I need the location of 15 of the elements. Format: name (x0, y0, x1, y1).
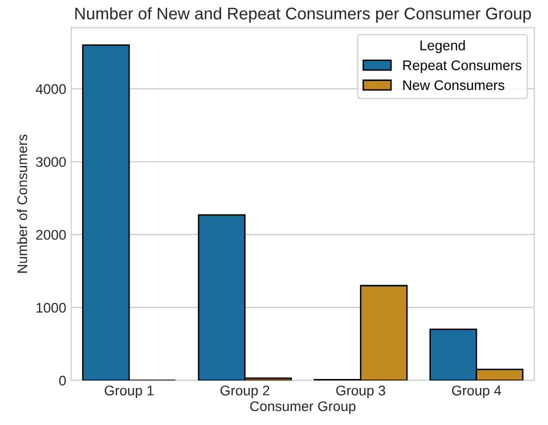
legend-title: Legend (420, 40, 465, 54)
x-tick-label: Group 2 (220, 386, 270, 398)
y-tick-label: 3000 (36, 157, 66, 167)
y-tick-label: 4000 (36, 84, 66, 94)
x-tick-label: Group 1 (104, 386, 154, 398)
y-axis-title: Number of Consumers (16, 134, 28, 273)
x-axis-title: Consumer Group (250, 401, 356, 414)
chart-title: Number of New and Repeat Consumers per Consumer Group (75, 7, 531, 23)
x-tick-label: Group 4 (452, 386, 502, 398)
y-tick-label: 2000 (36, 230, 66, 240)
x-tick-label: Group 3 (336, 386, 386, 398)
y-tick-label: 1000 (36, 302, 66, 313)
legend-label: New Consumers (403, 80, 504, 90)
legend-label: Repeat Consumers (403, 60, 522, 73)
y-tick-label: 0 (59, 376, 66, 386)
